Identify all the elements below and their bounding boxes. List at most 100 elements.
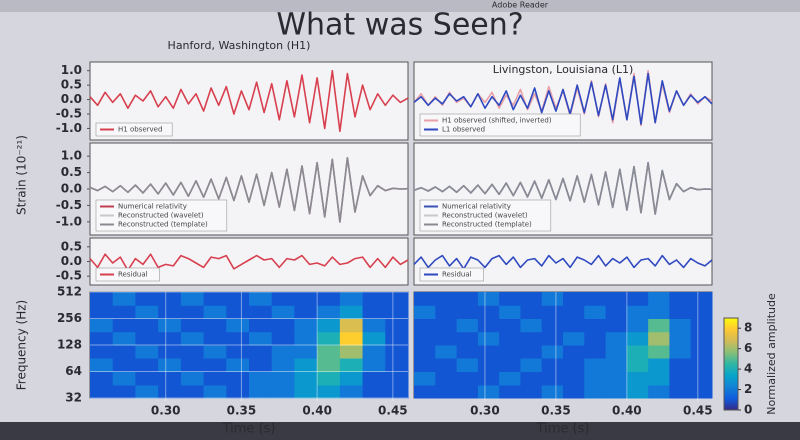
heatmap-cell (135, 292, 159, 306)
heatmap-cell (563, 358, 585, 372)
heatmap-cell (226, 331, 250, 346)
taskbar (0, 422, 800, 440)
series-line (89, 253, 409, 272)
heatmap-cell (605, 371, 628, 386)
heatmap-cell (563, 371, 585, 386)
heatmap-cell (339, 358, 364, 372)
heatmap-cell (456, 331, 479, 346)
heatmap-cell (271, 292, 295, 306)
heatmap-cell (180, 292, 205, 306)
heatmap-cell (112, 384, 136, 399)
heatmap-cell (294, 305, 318, 319)
panel: 0.30 0.35 0.40 0.45 Time (s) (413, 291, 713, 437)
heatmap-cell (648, 305, 670, 319)
heatmap-cell (385, 345, 409, 359)
heatmap-cell (135, 318, 159, 333)
heatmap-cell (541, 305, 564, 319)
heatmap-cell (317, 331, 341, 346)
heatmap-cell (563, 331, 585, 346)
heatmap-cell (294, 331, 318, 346)
y-tick-label: -0.5 (56, 198, 82, 212)
heatmap-cell (271, 384, 295, 399)
heatmap-cell (626, 384, 649, 399)
legend-box (95, 122, 173, 137)
legend-label: Residual (442, 271, 472, 279)
heatmap-cell (362, 305, 386, 319)
heatmap-cell (203, 318, 227, 333)
heatmap-cell (605, 384, 628, 399)
legend-box (95, 267, 160, 282)
legend-label: L1 observed (442, 126, 485, 134)
legend-label: Reconstructed (template) (118, 221, 208, 229)
x-axis-label: Time (s) (536, 422, 590, 437)
heatmap-cell (499, 305, 521, 319)
heatmap-cell (541, 358, 564, 372)
heatmap-cell (563, 305, 585, 319)
legend-label: Numerical relativity (118, 203, 187, 211)
heatmap-cell (90, 384, 114, 399)
legend-box (419, 267, 484, 282)
x-tick-label: 0.30 (151, 404, 181, 418)
heatmap-cell (249, 318, 273, 333)
heatmap-cell (294, 345, 318, 359)
heatmap-cell (669, 318, 692, 333)
heatmap-cell (135, 305, 159, 319)
y-tick-label: 256 (57, 311, 82, 325)
heatmap-cell (626, 345, 649, 359)
heatmap-cell (456, 358, 479, 372)
heatmap-cell (520, 292, 543, 306)
heatmap-cell (541, 318, 564, 333)
colorbar-tick-label: 2 (744, 382, 752, 396)
panel: 0.50.0-0.5 Residual (56, 237, 409, 286)
heatmap-cell (90, 358, 114, 372)
y-tick-label: 1.0 (61, 63, 82, 77)
legend-label: Numerical relativity (442, 203, 511, 211)
legend-box (419, 199, 552, 232)
heatmap-cell (648, 371, 670, 386)
heatmap-cell (362, 345, 386, 359)
heatmap-cell (226, 384, 250, 399)
heatmap-cell (584, 384, 607, 399)
y-tick-label: 0.5 (61, 78, 82, 92)
heatmap-cell (499, 358, 521, 372)
colorbar-tick-label: 4 (744, 362, 752, 376)
series-line (89, 157, 409, 223)
heatmap-cell (271, 331, 295, 346)
series-line (89, 69, 409, 133)
heatmap-cell (158, 358, 182, 372)
x-tick-label: 0.45 (683, 404, 713, 418)
heatmap-cell (203, 384, 227, 399)
heatmap-cell (456, 384, 479, 399)
heatmap-cell (317, 305, 341, 319)
heatmap-cell (226, 371, 250, 386)
heatmap-cell (456, 292, 479, 306)
heatmap-cell (669, 292, 692, 306)
heatmap-cell (249, 371, 273, 386)
x-tick-label: 0.30 (470, 404, 500, 418)
heatmap-cell (690, 318, 713, 333)
heatmap-cell (317, 345, 341, 359)
x-tick-label: 0.35 (541, 404, 571, 418)
heatmap-cell (385, 292, 409, 306)
heatmap-cell (339, 331, 364, 346)
heatmap-cell (180, 384, 205, 399)
heatmap-cell (339, 345, 364, 359)
heatmap-cell (499, 292, 521, 306)
heatmap-cell (477, 345, 500, 359)
y-tick-label: -1.0 (56, 214, 82, 228)
heatmap-cell (339, 371, 364, 386)
heatmap-cell (456, 305, 479, 319)
heatmap-cell (271, 358, 295, 372)
heatmap-cell (520, 318, 543, 333)
heatmap-cell (158, 318, 182, 333)
heatmap-cell (456, 318, 479, 333)
heatmap-cell (520, 345, 543, 359)
heatmap-cell (477, 318, 500, 333)
heatmap-cell (362, 371, 386, 386)
y-tick-label: 512 (57, 285, 82, 299)
legend-box (419, 113, 581, 137)
series-line (413, 72, 713, 125)
heatmap-cell (271, 345, 295, 359)
heatmap-cell (158, 345, 182, 359)
